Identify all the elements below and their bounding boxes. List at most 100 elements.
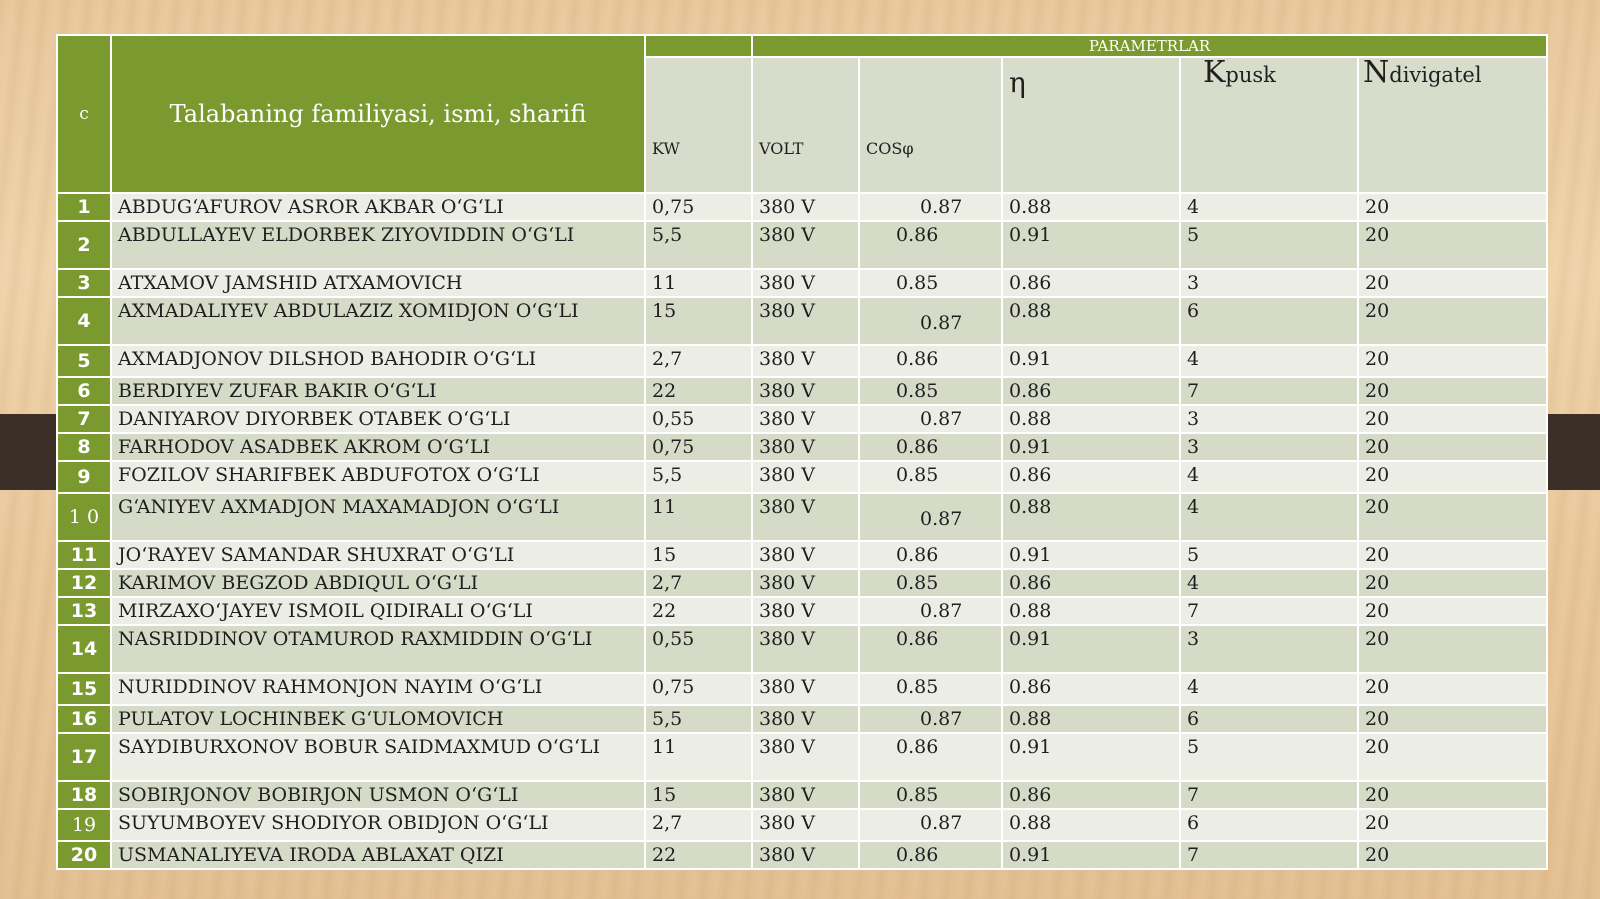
- kpusk-value: 3: [1179, 624, 1359, 674]
- eta-value: 0.91: [1001, 344, 1181, 378]
- kpusk-value: 7: [1179, 376, 1359, 406]
- kw-value: 5,5: [644, 704, 753, 734]
- header-volt: VOLT: [751, 56, 860, 194]
- student-name: JOʻRAYEV SAMANDAR SHUXRAT OʻGʻLI: [110, 540, 646, 570]
- row-number: 1: [56, 192, 112, 222]
- ndivigatel-value: 20: [1356, 268, 1549, 298]
- eta-value: 0.88: [1001, 492, 1181, 542]
- row-number: 18: [56, 780, 112, 810]
- volt-value: 380 V: [751, 220, 860, 270]
- ndivigatel-value: 20: [1356, 732, 1549, 782]
- volt-value: 380 V: [751, 404, 860, 434]
- row-number: 2: [56, 220, 112, 270]
- cos-phi-value: 0.85: [858, 268, 1003, 298]
- table-row: 7 DANIYAROV DIYORBEK OTABEK OʻGʻLI 0,55 380…: [56, 404, 1549, 434]
- header-ndivigatel-sub: divigatel: [1389, 63, 1482, 87]
- kw-value: 22: [644, 840, 753, 870]
- kw-value: 0,75: [644, 432, 753, 462]
- volt-value: 380 V: [751, 432, 860, 462]
- student-name: DANIYAROV DIYORBEK OTABEK OʻGʻLI: [110, 404, 646, 434]
- cos-phi-value: 0.85: [858, 780, 1003, 810]
- kw-value: 2,7: [644, 344, 753, 378]
- eta-value: 0.86: [1001, 568, 1181, 598]
- kw-value: 11: [644, 732, 753, 782]
- kpusk-value: 3: [1179, 404, 1359, 434]
- kw-value: 0,55: [644, 624, 753, 674]
- decorative-band-right: [1546, 414, 1600, 490]
- eta-value: 0.88: [1001, 296, 1181, 346]
- table-row: 13 MIRZAXOʻJAYEV ISMOIL QIDIRALI OʻGʻLI 22…: [56, 596, 1549, 626]
- ndivigatel-value: 20: [1356, 296, 1549, 346]
- table-row: 3 ATXAMOV JAMSHID ATXAMOVICH 11 380 V 0.85 0.…: [56, 268, 1549, 298]
- student-name: BERDIYEV ZUFAR BAKIR OʻGʻLI: [110, 376, 646, 406]
- ndivigatel-value: 20: [1356, 220, 1549, 270]
- kpusk-value: 4: [1179, 192, 1359, 222]
- row-number: 20: [56, 840, 112, 870]
- eta-value: 0.88: [1001, 596, 1181, 626]
- table-row: 17 SAYDIBURXONOV BOBUR SAIDMAXMUD OʻGʻLI 1…: [56, 732, 1549, 782]
- eta-value: 0.88: [1001, 404, 1181, 434]
- ndivigatel-value: 20: [1356, 540, 1549, 570]
- volt-value: 380 V: [751, 596, 860, 626]
- kw-value: 0,75: [644, 192, 753, 222]
- eta-value: 0.88: [1001, 808, 1181, 842]
- kw-value: 15: [644, 540, 753, 570]
- ndivigatel-value: 20: [1356, 624, 1549, 674]
- row-number: 19: [56, 808, 112, 842]
- row-number: 6: [56, 376, 112, 406]
- ndivigatel-value: 20: [1356, 376, 1549, 406]
- row-number: 5: [56, 344, 112, 378]
- student-name: AXMADALIYEV ABDULAZIZ XOMIDJON OʻGʻLI: [110, 296, 646, 346]
- volt-value: 380 V: [751, 268, 860, 298]
- ndivigatel-value: 20: [1356, 808, 1549, 842]
- cos-phi-value: 0.85: [858, 672, 1003, 706]
- volt-value: 380 V: [751, 460, 860, 494]
- kw-value: 2,7: [644, 568, 753, 598]
- volt-value: 380 V: [751, 780, 860, 810]
- decorative-band-left: [0, 414, 56, 490]
- row-number: 7: [56, 404, 112, 434]
- cos-phi-value: 0.86: [858, 344, 1003, 378]
- table-row: 11 JOʻRAYEV SAMANDAR SHUXRAT OʻGʻLI 15 380 …: [56, 540, 1549, 570]
- header-kw: KW: [644, 56, 753, 194]
- volt-value: 380 V: [751, 492, 860, 542]
- student-name: USMANALIYEVA IRODA ABLAXAT QIZI: [110, 840, 646, 870]
- kpusk-value: 3: [1179, 268, 1359, 298]
- kpusk-value: 5: [1179, 220, 1359, 270]
- volt-value: 380 V: [751, 192, 860, 222]
- cos-phi-value: 0.86: [858, 732, 1003, 782]
- student-name: AXMADJONOV DILSHOD BAHODIR OʻGʻLI: [110, 344, 646, 378]
- cos-phi-value: 0.85: [858, 460, 1003, 494]
- cos-phi-value: 0.85: [858, 376, 1003, 406]
- row-number: 11: [56, 540, 112, 570]
- header-ndivigatel: Ndivigatel: [1356, 56, 1549, 194]
- cos-phi-value: 0.86: [858, 624, 1003, 674]
- table-row: 19 SUYUMBOYEV SHODIYOR OBIDJON OʻGʻLI 2,7 3…: [56, 808, 1549, 842]
- cos-phi-value: 0.86: [858, 432, 1003, 462]
- student-name: MIRZAXOʻJAYEV ISMOIL QIDIRALI OʻGʻLI: [110, 596, 646, 626]
- eta-value: 0.91: [1001, 624, 1181, 674]
- ndivigatel-value: 20: [1356, 460, 1549, 494]
- kpusk-value: 7: [1179, 596, 1359, 626]
- table-row: 14 NASRIDDINOV OTAMUROD RAXMIDDIN OʻGʻLI 0…: [56, 624, 1549, 674]
- header-kpusk-sub: pusk: [1225, 63, 1276, 87]
- student-name: PULATOV LOCHINBEK GʻULOMOVICH: [110, 704, 646, 734]
- kw-value: 2,7: [644, 808, 753, 842]
- volt-value: 380 V: [751, 540, 860, 570]
- table-row: 18 SOBIRJONOV BOBIRJON USMON OʻGʻLI 15 380 …: [56, 780, 1549, 810]
- ndivigatel-value: 20: [1356, 596, 1549, 626]
- volt-value: 380 V: [751, 704, 860, 734]
- row-number: 8: [56, 432, 112, 462]
- kw-value: 0,75: [644, 672, 753, 706]
- eta-value: 0.88: [1001, 192, 1181, 222]
- ndivigatel-value: 20: [1356, 404, 1549, 434]
- cos-phi-value: 0.87: [858, 404, 1003, 434]
- volt-value: 380 V: [751, 672, 860, 706]
- students-parameters-table-wrap: c Talabaning familiyasi, ismi, sharifi P…: [56, 34, 1549, 870]
- kw-value: 15: [644, 780, 753, 810]
- kpusk-value: 4: [1179, 672, 1359, 706]
- kpusk-value: 7: [1179, 840, 1359, 870]
- table-row: 6 BERDIYEV ZUFAR BAKIR OʻGʻLI 22 380 V 0.85 0…: [56, 376, 1549, 406]
- cos-phi-value: 0.87: [858, 596, 1003, 626]
- volt-value: 380 V: [751, 568, 860, 598]
